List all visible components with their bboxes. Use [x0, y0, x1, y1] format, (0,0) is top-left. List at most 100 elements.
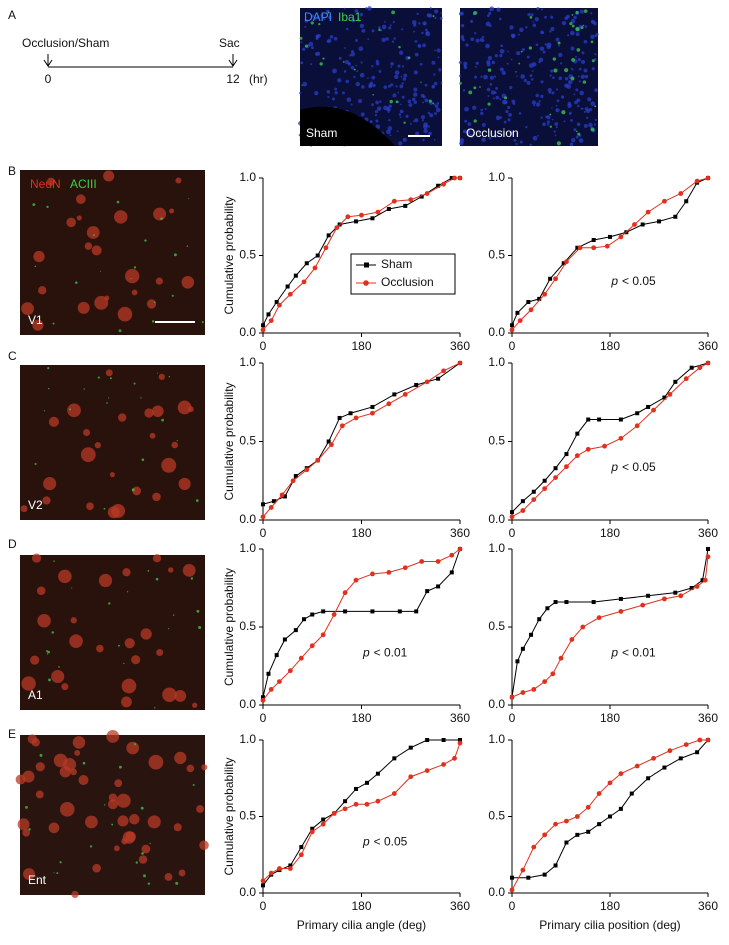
- marker: [353, 801, 359, 807]
- cell: [436, 102, 440, 105]
- marker: [596, 791, 602, 796]
- cell: [495, 115, 501, 121]
- cell: [152, 405, 164, 418]
- panel-label: C: [8, 349, 17, 363]
- cell: [51, 631, 55, 634]
- marker: [520, 508, 526, 513]
- marker: [329, 442, 334, 448]
- marker: [604, 243, 610, 249]
- y-tick-label: 0.0: [488, 512, 505, 526]
- annotation-var: p: [610, 274, 618, 288]
- cell: [138, 855, 148, 864]
- micrograph: [20, 735, 205, 895]
- y-tick-label: 1.0: [239, 355, 256, 369]
- cell: [433, 138, 436, 141]
- x-tick-label: 0: [260, 526, 267, 540]
- marker: [542, 872, 547, 877]
- cell: [460, 34, 465, 39]
- marker: [694, 584, 700, 589]
- cell: [178, 477, 191, 490]
- annotation-var: p: [610, 646, 618, 660]
- cell: [378, 70, 382, 73]
- marker: [375, 798, 381, 804]
- marker: [585, 446, 591, 452]
- marker: [266, 312, 271, 317]
- cell: [124, 638, 135, 649]
- marker: [386, 570, 392, 575]
- marker: [260, 514, 266, 520]
- cell: [546, 120, 550, 124]
- x-tick-label: 180: [600, 526, 620, 540]
- cell: [103, 170, 115, 182]
- marker: [662, 198, 667, 204]
- cell: [575, 130, 578, 133]
- x-tick-label: 0: [260, 339, 267, 353]
- cell: [357, 98, 363, 104]
- cell: [495, 95, 500, 100]
- marker: [288, 863, 293, 868]
- cell: [357, 17, 360, 21]
- cell: [400, 75, 403, 78]
- marker: [694, 178, 700, 184]
- marker: [320, 821, 326, 827]
- cell: [432, 15, 435, 18]
- marker: [348, 411, 353, 416]
- marker: [403, 203, 408, 208]
- cell: [509, 131, 514, 135]
- cell: [186, 245, 189, 247]
- cell: [412, 97, 416, 102]
- marker: [662, 596, 667, 602]
- series-line: [262, 362, 461, 518]
- cell: [468, 90, 473, 95]
- cell: [402, 77, 407, 81]
- marker: [510, 875, 514, 880]
- annotation: p < 0.05: [362, 835, 408, 849]
- cell: [414, 39, 418, 43]
- x-tick-label: 0: [509, 711, 516, 725]
- series-line: [511, 177, 709, 326]
- cell: [590, 12, 593, 15]
- marker: [392, 392, 397, 397]
- marker: [424, 191, 430, 196]
- cell: [201, 764, 208, 771]
- y-tick-label: 0.0: [239, 697, 256, 711]
- image-label: Occlusion: [466, 126, 519, 140]
- marker: [436, 376, 441, 381]
- marker: [640, 602, 646, 608]
- cell: [570, 30, 575, 36]
- cell: [567, 34, 570, 37]
- cell: [30, 655, 40, 665]
- cell: [133, 743, 137, 746]
- cell: [586, 116, 589, 119]
- marker: [591, 600, 596, 605]
- y-tick-label: 0.5: [239, 619, 256, 633]
- cell: [504, 96, 508, 100]
- marker: [458, 738, 462, 742]
- marker: [293, 273, 298, 278]
- cell: [523, 78, 527, 83]
- marker: [548, 276, 553, 281]
- cell: [132, 486, 142, 496]
- cell: [154, 707, 156, 709]
- cell: [186, 764, 195, 773]
- marker: [646, 593, 651, 598]
- cell: [525, 26, 528, 29]
- cell: [367, 77, 369, 79]
- cell: [520, 74, 525, 79]
- cell: [556, 99, 560, 103]
- marker: [564, 452, 569, 457]
- cell: [93, 234, 95, 236]
- arrow-head: [228, 59, 238, 67]
- cell: [126, 591, 129, 593]
- cell: [509, 86, 513, 90]
- marker: [697, 365, 703, 371]
- cell: [299, 91, 302, 95]
- cell: [77, 301, 90, 314]
- cell: [486, 14, 490, 18]
- marker: [342, 590, 348, 596]
- cell: [162, 687, 177, 702]
- series-line: [512, 739, 709, 879]
- cell: [575, 10, 579, 15]
- cell: [525, 126, 528, 129]
- cell: [108, 793, 118, 802]
